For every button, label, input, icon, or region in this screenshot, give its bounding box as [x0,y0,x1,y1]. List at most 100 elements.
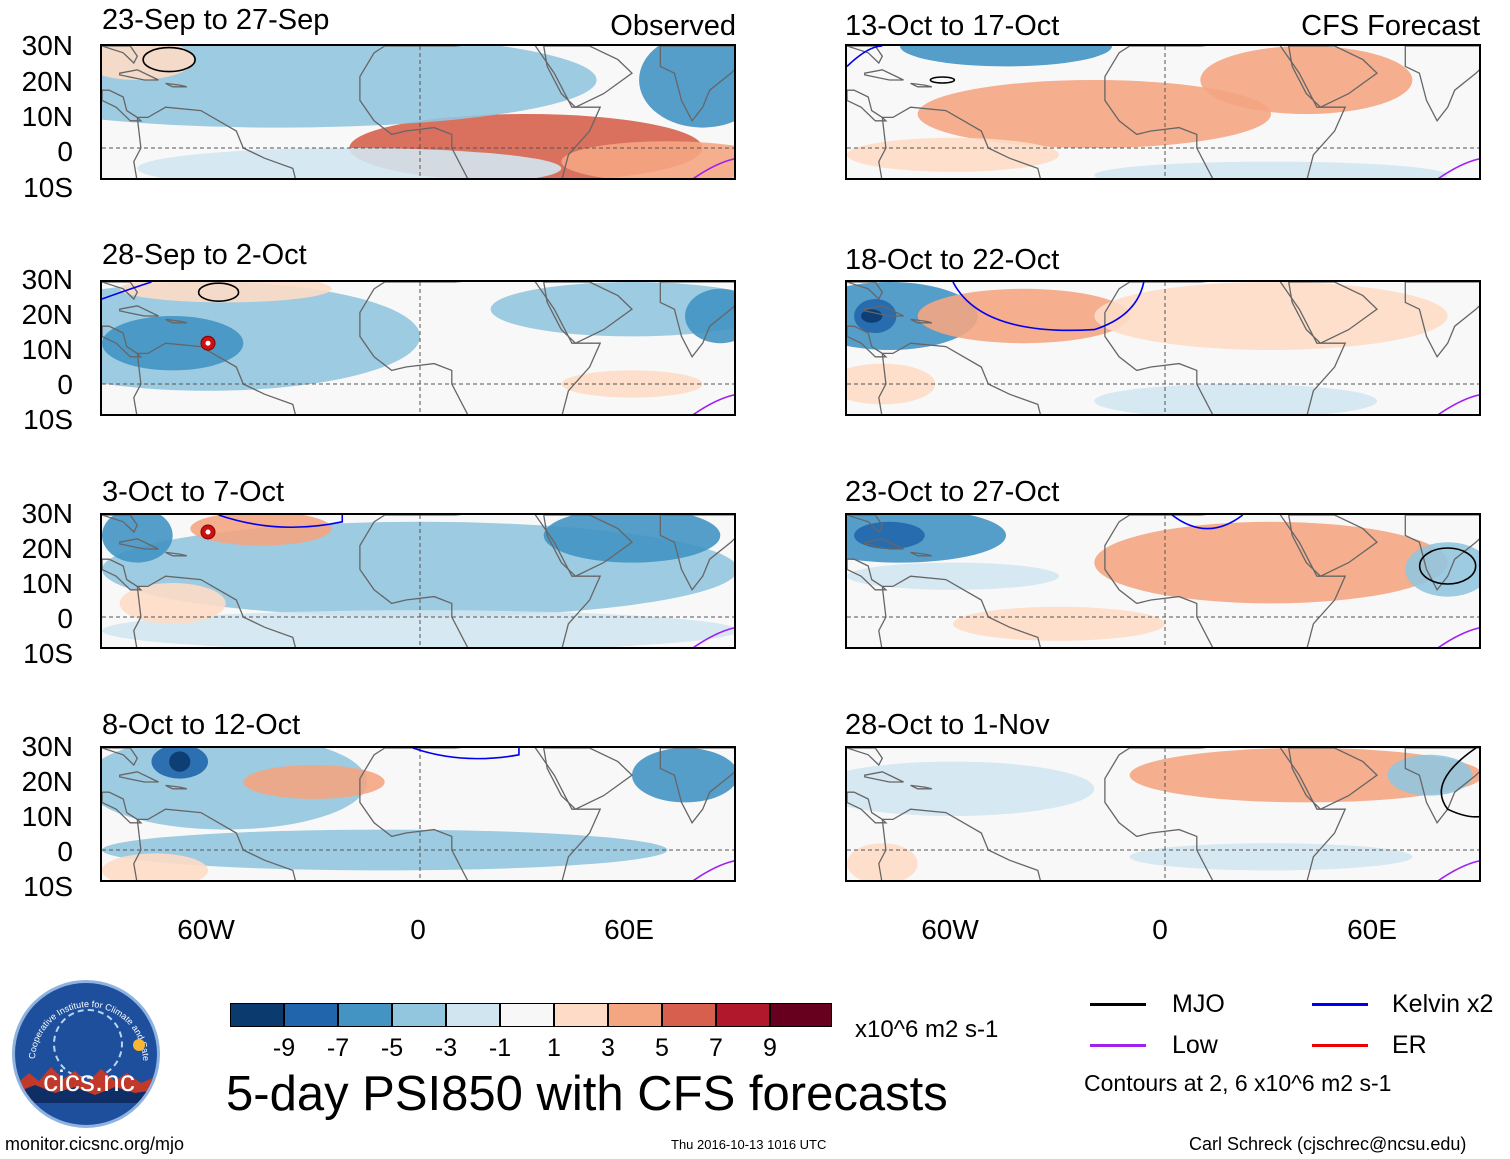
low-contour [692,627,734,647]
anomaly-blob [102,610,734,647]
anomaly-blob [847,843,918,880]
colorbar-units: x10^6 m2 s-1 [855,1016,999,1043]
land-outline [543,282,634,344]
anomaly-blob [847,562,1059,590]
panel-title: 28-Oct to 1-Nov [845,709,1050,741]
panel-3 [100,746,736,882]
legend-line-low [1090,1044,1146,1047]
land-outline [847,46,884,65]
panel-title: 8-Oct to 12-Oct [102,709,301,741]
hurricane-eye [205,529,211,535]
lon-label: 60E [1347,914,1397,945]
land-outline [543,515,634,577]
lon-label: 60W [177,914,235,945]
anomaly-blob [1129,748,1479,803]
land-outline [1288,282,1379,344]
land-outline [165,551,187,557]
footer-timestamp: Thu 2016-10-13 1016 UTC [671,1137,827,1152]
colorbar-label: -9 [272,1034,296,1062]
footer-url[interactable]: monitor.cicsnc.org/mjo [5,1134,185,1154]
land-outline [165,318,187,324]
low-contour [1437,627,1479,647]
low-contour [1437,158,1479,178]
land-outline [878,342,1041,414]
lat-label: 10N [21,101,73,132]
anomaly-blob [102,46,597,128]
panel-map [102,515,734,647]
panel-4 [845,44,1481,180]
anomaly-blob [1129,843,1413,871]
kelvin-contour [1171,515,1244,530]
land-outline [878,106,1041,178]
lat-label: 30N [21,498,73,529]
panel-map [847,282,1479,414]
anomaly-blob [1094,161,1448,178]
mjo-contour [197,282,240,302]
anomaly-blob [119,583,226,624]
land-outline [359,282,602,414]
land-outline [119,305,159,317]
panel-map [102,748,734,880]
colorbar-label: 3 [601,1034,615,1062]
land-outline [659,515,734,591]
lon-label: 0 [1152,914,1168,945]
panel-map [847,46,1479,178]
logo-ring [53,1009,123,1079]
mjo-contour [1440,748,1479,818]
lat-label: 30N [21,264,73,295]
kelvin-contour [952,282,1145,332]
colorbar-swatch [230,1003,284,1027]
land-outline [847,515,884,534]
land-outline [102,748,139,767]
land-outline [864,538,904,550]
legend-note: Contours at 2, 6 x10^6 m2 s-1 [1084,1070,1392,1096]
anomaly-blob [1094,521,1448,604]
hurricane-eye [205,340,211,346]
land-outline [102,46,139,65]
kelvin-contour [218,515,344,529]
land-outline [102,515,139,534]
legend-label: ER [1392,1031,1427,1059]
lat-label: 0 [57,836,73,867]
colorbar-label: -1 [488,1034,512,1062]
anomaly-blob [847,761,1095,816]
low-contour [692,860,734,880]
panel-0 [100,44,736,180]
mjo-contour [142,46,196,73]
legend-line-er [1312,1044,1368,1047]
panel-5 [845,280,1481,416]
colorbar-label: 5 [655,1034,669,1062]
colorbar-swatch [446,1003,500,1027]
panel-title: 13-Oct to 17-Oct [845,10,1060,42]
panel-6 [845,513,1481,649]
anomaly-blob [632,748,734,803]
lon-label: 0 [410,914,426,945]
anomaly-blob [854,521,925,549]
panel-map [847,515,1479,647]
lat-label: 10S [23,404,73,435]
land-outline [878,808,1041,880]
panel-title: 23-Oct to 27-Oct [845,476,1060,508]
anomaly-blob [1094,384,1377,414]
lon-label: 60E [604,914,654,945]
land-outline [910,551,932,557]
anomaly-blob [1200,46,1413,114]
colorbar-swatch [554,1003,608,1027]
land-outline [1404,282,1479,358]
land-outline [864,305,904,317]
low-contour [1437,394,1479,414]
anomaly-blob [243,765,385,799]
panel-7 [845,746,1481,882]
land-outline [1288,748,1379,810]
land-outline [910,318,932,324]
anomaly-blob [561,141,734,178]
colorbar-label: 7 [709,1034,723,1062]
colorbar-label: -5 [380,1034,404,1062]
low-contour [1437,860,1479,880]
land-outline [847,791,888,824]
land-outline [910,784,932,790]
colorbar-swatch [500,1003,554,1027]
land-outline [847,748,884,767]
lat-label: 20N [21,533,73,564]
colorbar-swatch [338,1003,392,1027]
